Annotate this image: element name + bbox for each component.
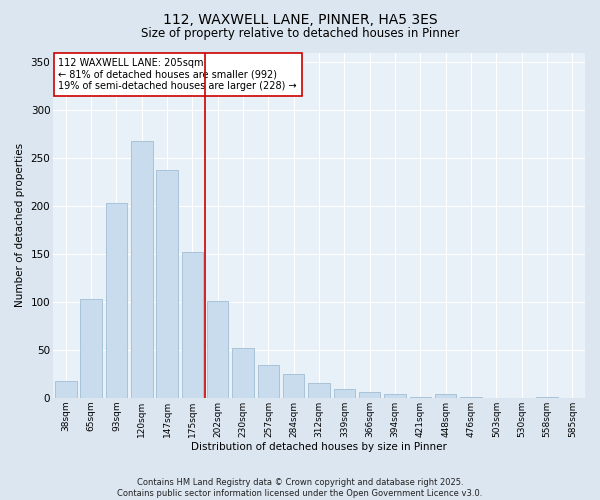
Bar [80, 299, 102, 398]
Bar [232, 348, 254, 398]
X-axis label: Distribution of detached houses by size in Pinner: Distribution of detached houses by size … [191, 442, 447, 452]
Text: 112 WAXWELL LANE: 205sqm
← 81% of detached houses are smaller (992)
19% of semi-: 112 WAXWELL LANE: 205sqm ← 81% of detach… [58, 58, 297, 91]
Y-axis label: Number of detached properties: Number of detached properties [15, 143, 25, 307]
Bar [106, 203, 127, 398]
Bar [308, 384, 330, 398]
Bar [536, 397, 558, 398]
Bar [460, 397, 482, 398]
Bar [157, 170, 178, 398]
Bar [435, 394, 457, 398]
Text: Contains HM Land Registry data © Crown copyright and database right 2025.
Contai: Contains HM Land Registry data © Crown c… [118, 478, 482, 498]
Bar [334, 389, 355, 398]
Bar [283, 374, 304, 398]
Bar [257, 365, 279, 398]
Bar [207, 301, 229, 398]
Bar [410, 397, 431, 398]
Bar [55, 382, 77, 398]
Bar [182, 252, 203, 398]
Bar [384, 394, 406, 398]
Bar [359, 392, 380, 398]
Text: Size of property relative to detached houses in Pinner: Size of property relative to detached ho… [141, 28, 459, 40]
Bar [131, 140, 152, 398]
Text: 112, WAXWELL LANE, PINNER, HA5 3ES: 112, WAXWELL LANE, PINNER, HA5 3ES [163, 12, 437, 26]
